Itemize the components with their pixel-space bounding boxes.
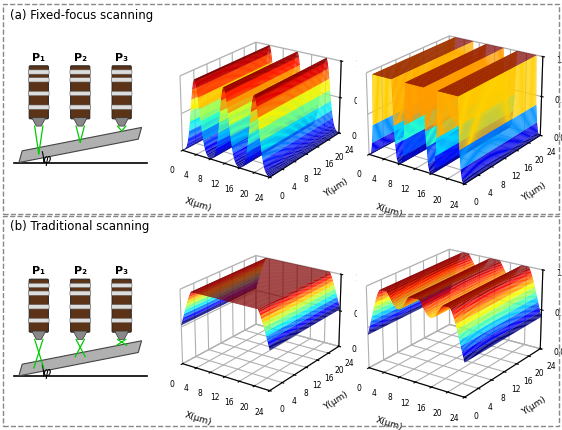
FancyBboxPatch shape bbox=[70, 71, 90, 75]
FancyBboxPatch shape bbox=[29, 79, 49, 83]
Text: P₂: P₂ bbox=[74, 266, 87, 276]
Polygon shape bbox=[73, 331, 87, 340]
FancyBboxPatch shape bbox=[70, 92, 90, 96]
FancyBboxPatch shape bbox=[111, 305, 132, 309]
FancyBboxPatch shape bbox=[29, 92, 49, 96]
X-axis label: X(μm): X(μm) bbox=[374, 202, 404, 218]
Text: P₂: P₂ bbox=[74, 53, 87, 63]
FancyBboxPatch shape bbox=[29, 319, 49, 323]
Y-axis label: Y(μm): Y(μm) bbox=[322, 389, 350, 412]
FancyBboxPatch shape bbox=[112, 280, 132, 332]
FancyBboxPatch shape bbox=[70, 106, 90, 110]
FancyBboxPatch shape bbox=[29, 67, 48, 120]
X-axis label: X(μm): X(μm) bbox=[184, 197, 213, 213]
Text: P₁: P₁ bbox=[32, 53, 46, 63]
FancyBboxPatch shape bbox=[70, 292, 90, 296]
FancyBboxPatch shape bbox=[29, 292, 49, 296]
Polygon shape bbox=[115, 331, 129, 340]
Text: P₃: P₃ bbox=[115, 53, 128, 63]
FancyBboxPatch shape bbox=[71, 280, 90, 332]
Y-axis label: Y(μm): Y(μm) bbox=[520, 181, 548, 203]
FancyBboxPatch shape bbox=[71, 67, 90, 120]
FancyBboxPatch shape bbox=[111, 283, 132, 288]
FancyBboxPatch shape bbox=[29, 280, 48, 332]
Polygon shape bbox=[32, 331, 46, 340]
Text: $\varphi$: $\varphi$ bbox=[42, 366, 52, 380]
FancyBboxPatch shape bbox=[29, 71, 49, 75]
FancyBboxPatch shape bbox=[29, 283, 49, 288]
Text: P₃: P₃ bbox=[115, 266, 128, 276]
FancyBboxPatch shape bbox=[70, 79, 90, 83]
FancyBboxPatch shape bbox=[111, 106, 132, 110]
Polygon shape bbox=[19, 341, 142, 376]
Polygon shape bbox=[115, 118, 129, 127]
Y-axis label: Y(μm): Y(μm) bbox=[520, 394, 548, 416]
X-axis label: X(μm): X(μm) bbox=[374, 415, 404, 430]
FancyBboxPatch shape bbox=[111, 319, 132, 323]
FancyBboxPatch shape bbox=[70, 283, 90, 288]
Text: $\varphi$: $\varphi$ bbox=[42, 153, 52, 167]
FancyBboxPatch shape bbox=[70, 319, 90, 323]
Y-axis label: Y(μm): Y(μm) bbox=[322, 176, 350, 199]
Polygon shape bbox=[73, 118, 87, 127]
FancyBboxPatch shape bbox=[29, 305, 49, 309]
FancyBboxPatch shape bbox=[70, 305, 90, 309]
Polygon shape bbox=[32, 118, 46, 127]
Text: P₁: P₁ bbox=[32, 266, 46, 276]
Polygon shape bbox=[19, 128, 142, 163]
FancyBboxPatch shape bbox=[111, 292, 132, 296]
X-axis label: X(μm): X(μm) bbox=[184, 409, 213, 426]
Text: (a) Fixed-focus scanning: (a) Fixed-focus scanning bbox=[10, 9, 153, 22]
FancyBboxPatch shape bbox=[111, 92, 132, 96]
FancyBboxPatch shape bbox=[111, 79, 132, 83]
FancyBboxPatch shape bbox=[112, 67, 132, 120]
FancyBboxPatch shape bbox=[111, 71, 132, 75]
FancyBboxPatch shape bbox=[29, 106, 49, 110]
Text: (b) Traditional scanning: (b) Traditional scanning bbox=[10, 219, 149, 232]
